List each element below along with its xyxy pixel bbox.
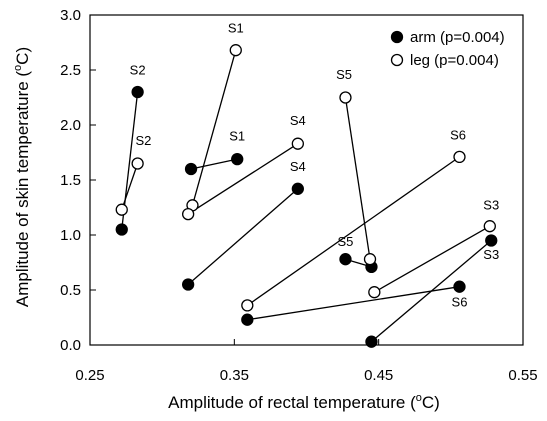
plot-area: 0.0 0.5 1.0 1.5 2.0 2.5 3.0 0.25 0.35 0.45 0.55 S1 S… (60, 7, 537, 384)
arm-point-S3 (365, 335, 378, 348)
y-tick-label: 3.0 (60, 7, 81, 24)
y-tick-label: 1.0 (60, 227, 81, 244)
leg-point-S6 (241, 299, 254, 312)
point-label-S1: S1 (229, 128, 245, 143)
leg-point-S2 (131, 157, 144, 170)
leg-connector-S6 (246, 156, 460, 306)
y-tick-label: 2.0 (60, 117, 81, 134)
leg-point-S4 (181, 207, 195, 221)
leg-point-S5 (339, 91, 352, 104)
x-axis-title-unit: C) (422, 393, 440, 412)
leg-point-S6 (453, 150, 466, 164)
svg-text:Amplitude of skin temperature: Amplitude of skin temperature (oC) (12, 47, 32, 307)
y-tick-label: 1.5 (60, 172, 81, 189)
point-label-S6: S6 (450, 127, 466, 142)
legend-label: leg (p=0.004) (410, 52, 499, 69)
x-axis-title-sup: o (416, 392, 422, 404)
legend-marker-filled (390, 30, 404, 44)
y-tick-label: 0.5 (60, 282, 81, 299)
arm-point-S6 (241, 313, 254, 326)
point-label-S4: S4 (290, 113, 306, 128)
point-label-S2: S2 (135, 133, 151, 148)
x-tick-label: 0.45 (364, 367, 393, 384)
leg-point-S2 (115, 203, 128, 216)
x-tick-label: 0.25 (75, 367, 104, 384)
legend-marker-open (390, 53, 404, 67)
arm-point-S4 (291, 182, 304, 195)
leg-point-S5 (363, 253, 377, 266)
x-tick-label: 0.35 (220, 367, 249, 384)
arm-connector-S1 (190, 158, 238, 170)
arm-point-S2 (115, 223, 128, 236)
point-label-S4: S4 (290, 159, 306, 174)
arm-connector-S6 (247, 286, 460, 321)
leg-point-S3 (483, 220, 496, 233)
legend-label: arm (p=0.004) (410, 29, 505, 46)
point-label-S2: S2 (130, 62, 146, 77)
point-label-S3: S3 (483, 247, 499, 262)
x-axis-title: Amplitude of rectal temperature (oC) (168, 392, 440, 412)
arm-point-S1 (231, 152, 244, 166)
leg-connector-S2 (121, 163, 139, 210)
point-label-S6: S6 (452, 295, 468, 310)
x-axis-title-main: Amplitude of rectal temperature ( (168, 393, 416, 412)
leg-connector-S3 (374, 225, 491, 293)
leg-connector-S5 (344, 97, 371, 260)
arm-point-S5 (339, 253, 352, 266)
arm-point-S6 (453, 280, 466, 293)
y-tick-label: 2.5 (60, 62, 81, 79)
y-axis-title-sup: o (12, 65, 24, 71)
point-label-S1: S1 (228, 21, 244, 36)
y-axis-title-unit: C) (13, 47, 32, 65)
y-tick-label: 0.0 (60, 337, 81, 354)
y-axis-title: Amplitude of skin temperature (oC) (12, 47, 32, 307)
arm-point-S4 (181, 278, 195, 291)
leg-connector-S4 (187, 143, 299, 215)
x-tick-label: 0.55 (508, 367, 537, 384)
point-label-S5: S5 (336, 67, 352, 82)
y-axis-title-main: Amplitude of skin temperature ( (13, 71, 32, 308)
arm-point-S3 (485, 234, 498, 247)
arm-connector-S4 (187, 188, 299, 285)
leg-point-S3 (368, 286, 381, 299)
point-label-S3: S3 (483, 198, 499, 213)
leg-connector-S1 (191, 50, 237, 206)
leg-point-S4 (291, 137, 304, 150)
arm-point-S1 (184, 162, 198, 176)
point-label-S5: S5 (338, 234, 354, 249)
leg-point-S1 (229, 44, 242, 57)
arm-point-S2 (131, 85, 144, 99)
